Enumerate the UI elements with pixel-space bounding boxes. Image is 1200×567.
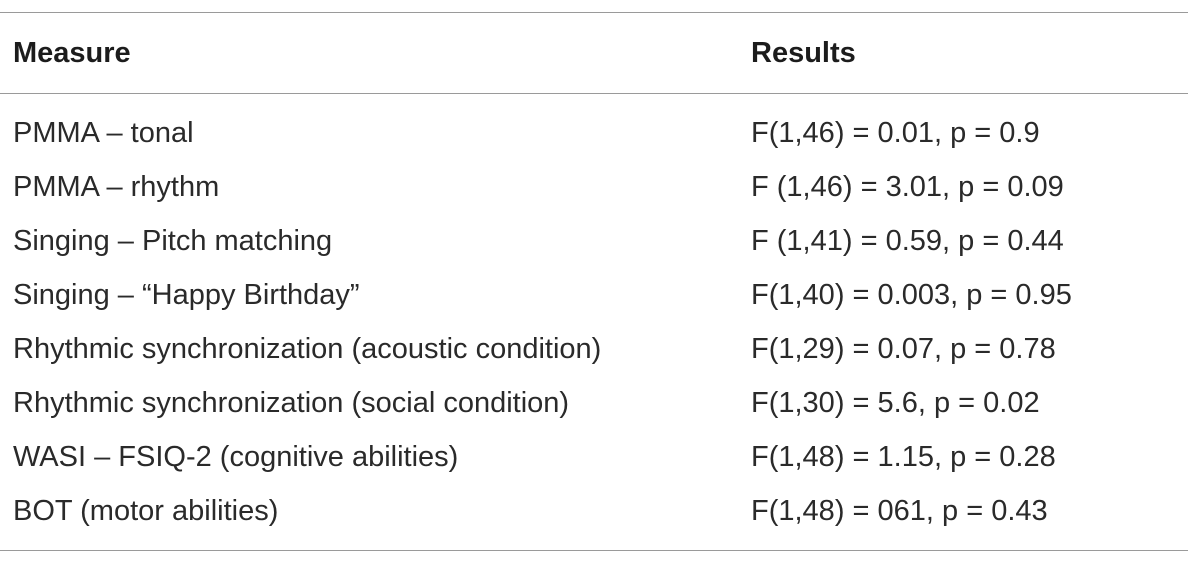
measure-cell: Rhythmic synchronization (acoustic condi… xyxy=(13,332,602,365)
table-row: Rhythmic synchronization (acoustic condi… xyxy=(0,322,1188,376)
table-row: BOT (motor abilities) F(1,48) = 061, p =… xyxy=(0,484,1188,538)
table-row: Singing – “Happy Birthday” F(1,40) = 0.0… xyxy=(0,268,1188,322)
measure-cell: BOT (motor abilities) xyxy=(13,494,279,527)
table-row: Rhythmic synchronization (social conditi… xyxy=(0,376,1188,430)
header-results: Results xyxy=(751,36,856,69)
measure-cell: Singing – “Happy Birthday” xyxy=(13,278,360,311)
results-cell: F(1,48) = 1.15, p = 0.28 xyxy=(751,440,1056,473)
results-cell: F (1,46) = 3.01, p = 0.09 xyxy=(751,170,1064,203)
table-row: Singing – Pitch matching F (1,41) = 0.59… xyxy=(0,214,1188,268)
header-rule xyxy=(0,93,1188,94)
table-row: WASI – FSIQ-2 (cognitive abilities) F(1,… xyxy=(0,430,1188,484)
top-rule xyxy=(0,12,1188,13)
measure-cell: PMMA – rhythm xyxy=(13,170,220,203)
table-header: Measure Results xyxy=(0,13,1188,93)
results-table: Measure Results PMMA – tonal F(1,46) = 0… xyxy=(0,12,1188,551)
table-row: PMMA – rhythm F (1,46) = 3.01, p = 0.09 xyxy=(0,160,1188,214)
results-cell: F(1,40) = 0.003, p = 0.95 xyxy=(751,278,1072,311)
header-measure: Measure xyxy=(13,36,131,69)
results-cell: F(1,29) = 0.07, p = 0.78 xyxy=(751,332,1056,365)
results-cell: F(1,46) = 0.01, p = 0.9 xyxy=(751,116,1040,149)
table-body: PMMA – tonal F(1,46) = 0.01, p = 0.9 PMM… xyxy=(0,94,1188,550)
measure-cell: PMMA – tonal xyxy=(13,116,194,149)
measure-cell: Singing – Pitch matching xyxy=(13,224,333,257)
table-row: PMMA – tonal F(1,46) = 0.01, p = 0.9 xyxy=(0,106,1188,160)
bottom-rule xyxy=(0,550,1188,551)
results-cell: F(1,30) = 5.6, p = 0.02 xyxy=(751,386,1040,419)
measure-cell: WASI – FSIQ-2 (cognitive abilities) xyxy=(13,440,459,473)
results-cell: F(1,48) = 061, p = 0.43 xyxy=(751,494,1048,527)
results-cell: F (1,41) = 0.59, p = 0.44 xyxy=(751,224,1064,257)
measure-cell: Rhythmic synchronization (social conditi… xyxy=(13,386,570,419)
